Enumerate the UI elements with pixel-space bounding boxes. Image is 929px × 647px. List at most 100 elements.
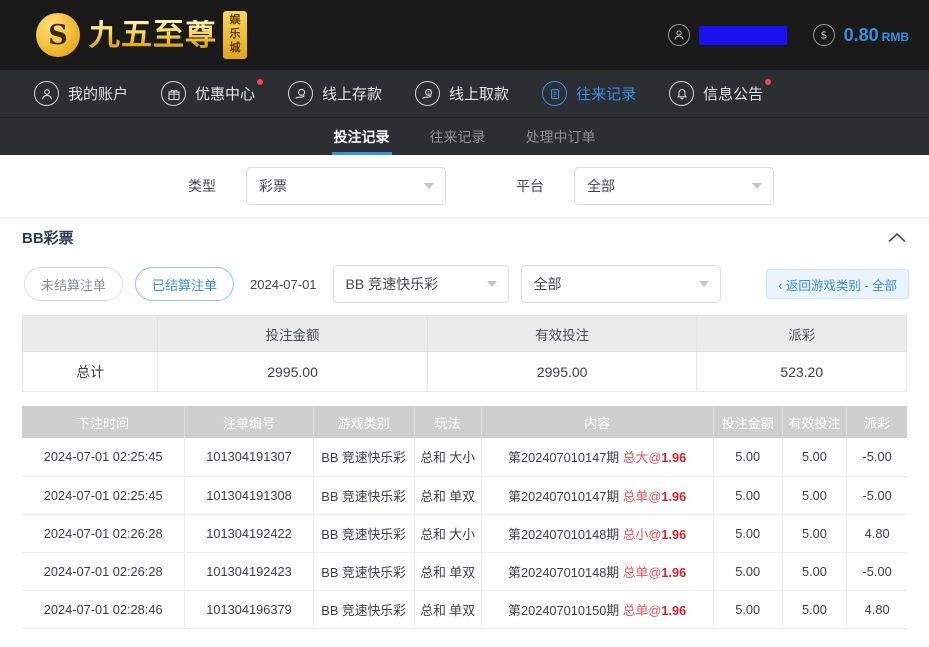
nav-item-deposit[interactable]: 线上存款 (288, 81, 382, 106)
settled-bets-button[interactable]: 已结算注单 (135, 267, 235, 301)
content-selection: 总大@ (622, 450, 662, 466)
cell-order-id: 101304191307 (184, 438, 314, 477)
cell-play-type: 总和 单双 (414, 552, 482, 591)
summary-table-wrap: 投注金额 有效投注 派彩 总计 2995.00 2995.00 523.20 (0, 315, 929, 392)
table-row[interactable]: 2024-07-01 02:26:28 101304192423 BB 竞速快乐彩总… (22, 552, 907, 591)
cell-game-type: BB 竞速快乐彩 (313, 552, 415, 591)
type-select-value: 彩票 (259, 178, 287, 194)
table-row[interactable]: 2024-07-01 02:25:45 101304191308 BB 竞速快乐彩总… (22, 476, 907, 515)
back-to-game-category-button[interactable]: ‹ 返回游戏类别 - 全部 (766, 269, 909, 299)
content-odds: 1.96 (661, 450, 687, 466)
tab-transaction-records[interactable]: 往来记录 (429, 128, 486, 145)
type-select[interactable]: 彩票 (246, 167, 446, 205)
table-row[interactable]: 2024-07-01 02:26:28 101304192422 BB 竞速快乐彩总… (22, 514, 907, 553)
tab-bet-records[interactable]: 投注记录 (331, 118, 392, 155)
content-period: 第202407010150期 (508, 602, 623, 618)
cell-play-type: 总和 单双 (414, 590, 482, 629)
nav-label-records: 往来记录 (576, 86, 637, 103)
cell-bet-amount: 5.00 (713, 476, 783, 515)
col-header-game-type: 游戏类别 (313, 406, 415, 438)
logo-wordmark: 九五至尊 (89, 16, 217, 53)
cell-valid-bet: 5.00 (782, 476, 848, 515)
table-row[interactable]: 2024-07-01 02:25:45 101304191307 BB 竞速快乐彩总… (22, 438, 907, 477)
unsettled-bets-button[interactable]: 未结算注单 (24, 267, 124, 301)
content-selection: 总小@ (622, 526, 662, 542)
cell-bet-amount: 5.00 (713, 514, 783, 553)
username-redacted (698, 25, 787, 45)
site-logo[interactable]: S 九五至尊 娱 乐 城 (36, 8, 247, 62)
cell-bet-time: 2024-07-01 02:26:28 (22, 552, 186, 591)
nav-label-withdraw: 线上取款 (449, 86, 510, 103)
col-header-content: 内容 (481, 406, 714, 438)
balance-currency: RMB (881, 29, 909, 44)
records-icon (542, 81, 568, 106)
nav-item-my-account[interactable]: 我的账户 (34, 81, 128, 106)
cell-play-type: 总和 大小 (414, 438, 482, 477)
promotions-badge-dot (257, 79, 264, 85)
logo-coin-icon: S (36, 13, 80, 57)
cell-bet-time: 2024-07-01 02:25:45 (22, 476, 186, 515)
cell-content: 第202407010147期 总大@1.96 (481, 438, 714, 477)
sub-tabs: 投注记录 往来记录 处理中订单 (0, 118, 929, 155)
cell-payout: 4.80 (846, 514, 907, 553)
account-summary[interactable] (667, 24, 787, 46)
cell-valid-bet: 5.00 (782, 552, 848, 591)
cell-order-id: 101304191308 (184, 476, 314, 515)
cell-payout: 4.80 (846, 590, 907, 629)
content-odds: 1.96 (661, 564, 687, 580)
nav-item-withdraw[interactable]: $ 线上取款 (415, 81, 509, 106)
cell-bet-amount: 5.00 (713, 552, 783, 591)
main-navigation: 我的账户 优惠中心 线上存款 $ 线上取款 往来记录 信息公告 (0, 70, 929, 118)
col-header-bet-amount: 投注金额 (713, 406, 783, 438)
tab-pending-orders[interactable]: 处理中订单 (525, 128, 596, 145)
cell-content: 第202407010147期 总单@1.96 (481, 476, 714, 515)
play-type-select-value: 全部 (533, 276, 562, 292)
chevron-down-icon (424, 183, 434, 189)
cell-content: 第202407010148期 总单@1.96 (481, 552, 714, 591)
nav-label-deposit: 线上存款 (322, 86, 383, 103)
svg-text:$: $ (427, 90, 430, 96)
hand-deposit-icon (288, 81, 314, 106)
content-selection: 总单@ (622, 602, 662, 618)
chevron-down-icon (752, 183, 762, 189)
gift-icon (161, 81, 187, 106)
logo-badge-char-1: 娱 (229, 14, 241, 27)
content-odds: 1.96 (661, 602, 687, 618)
table-row[interactable]: 2024-07-01 02:28:46 101304196379 BB 竞速快乐彩总… (22, 590, 907, 629)
balance-amount: 0.80 RMB (844, 25, 909, 46)
type-filter-label: 类型 (188, 178, 216, 194)
nav-item-records[interactable]: 往来记录 (542, 81, 636, 106)
nav-label-announcements: 信息公告 (703, 86, 764, 103)
nav-item-announcements[interactable]: 信息公告 (669, 79, 772, 106)
platform-select[interactable]: 全部 (574, 167, 774, 205)
cell-content: 第202407010148期 总小@1.96 (481, 514, 714, 553)
cell-bet-amount: 5.00 (713, 590, 783, 629)
cell-valid-bet: 5.00 (782, 438, 848, 477)
summary-header-blank (21, 315, 159, 352)
logo-badge: 娱 乐 城 (223, 11, 247, 59)
summary-total-payout: 523.20 (696, 351, 907, 392)
summary-header-valid-bet: 有效投注 (426, 315, 698, 352)
cell-game-type: BB 竞速快乐彩 (313, 438, 415, 477)
cell-play-type: 总和 大小 (414, 514, 482, 553)
balance-summary[interactable]: $ 0.80 RMB (812, 24, 909, 46)
cell-game-type: BB 竞速快乐彩 (313, 514, 415, 553)
detail-table-wrap: 下注时间 注单编号 游戏类别 玩法 内容 投注金额 有效投注 派彩 2024-0… (0, 392, 929, 629)
cell-game-type: BB 竞速快乐彩 (313, 476, 415, 515)
svg-text:$: $ (820, 29, 827, 42)
detail-table-body: 2024-07-01 02:25:45 101304191307 BB 竞速快乐彩总… (22, 438, 907, 629)
cell-payout: -5.00 (846, 438, 907, 477)
user-icon (667, 24, 690, 46)
game-select[interactable]: BB 竞速快乐彩 (332, 265, 509, 303)
chevron-up-icon[interactable] (887, 231, 907, 244)
nav-item-promotions[interactable]: 优惠中心 (161, 79, 264, 106)
bet-records-table: 下注时间 注单编号 游戏类别 玩法 内容 投注金额 有效投注 派彩 2024-0… (22, 406, 907, 629)
selected-date[interactable]: 2024-07-01 (250, 276, 317, 292)
play-type-select[interactable]: 全部 (520, 265, 721, 303)
col-header-order-id: 注单编号 (184, 406, 314, 438)
logo-badge-char-2: 乐 (229, 28, 241, 41)
detail-header-row: 下注时间 注单编号 游戏类别 玩法 内容 投注金额 有效投注 派彩 (22, 406, 907, 438)
game-select-value: BB 竞速快乐彩 (345, 276, 439, 292)
cell-payout: -5.00 (846, 476, 907, 515)
nav-label-my-account: 我的账户 (68, 86, 129, 103)
